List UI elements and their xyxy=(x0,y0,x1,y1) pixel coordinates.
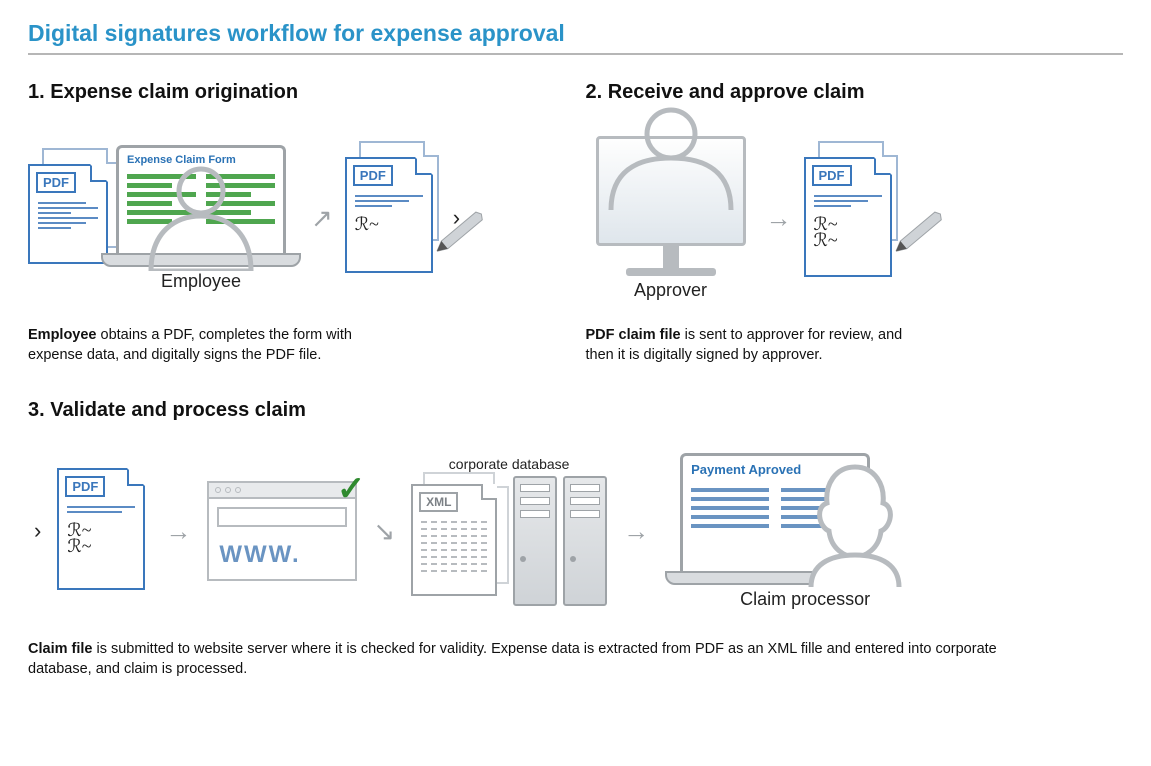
signature-icon: ℛ~ xyxy=(806,232,890,248)
page-title: Digital signatures workflow for expense … xyxy=(28,20,1123,55)
claim-processor-cluster: Payment Aproved Claim processor xyxy=(665,453,885,610)
pdf-signed-icon: PDF ℛ~ xyxy=(343,153,443,283)
chevron-right-icon: › xyxy=(28,518,47,544)
laptop-icon: Expense Claim Form xyxy=(101,145,301,267)
step1-heading: 1. Expense claim origination xyxy=(28,81,566,104)
signature-icon: ℛ~ xyxy=(347,216,431,232)
form-title: Expense Claim Form xyxy=(127,154,275,166)
pdf-badge: PDF xyxy=(65,476,105,497)
checkmark-icon: ✓ xyxy=(337,469,366,509)
pdf-signed-icon: PDF ℛ~ ℛ~ xyxy=(802,153,902,283)
step2-illustration: Approver → PDF ℛ~ ℛ~ xyxy=(586,118,1124,318)
pdf-badge: PDF xyxy=(812,165,852,186)
step3-row: 3. Validate and process claim › PDF ℛ~ ℛ… xyxy=(28,399,1123,679)
pdf-double-signed-icon: PDF ℛ~ ℛ~ xyxy=(57,468,149,594)
xml-doc-icon: XML xyxy=(411,480,507,606)
monitor-icon xyxy=(586,136,756,276)
arrow-icon: ↘ xyxy=(367,516,401,547)
step1-role-label: Employee xyxy=(161,271,241,292)
servers-icon xyxy=(513,476,607,606)
browser-window-icon: WWW. ✓ xyxy=(207,481,357,581)
xml-badge: XML xyxy=(419,492,458,512)
step1-description: Employee obtains a PDF, completes the fo… xyxy=(28,326,368,365)
arrow-icon: → xyxy=(617,516,655,547)
pdf-badge: PDF xyxy=(36,172,76,193)
step3-heading: 3. Validate and process claim xyxy=(28,399,1123,422)
step1-illustration: PDF Expense Claim Form xyxy=(28,118,566,318)
arrow-icon: ↗ xyxy=(305,203,339,234)
database-cluster: corporate database XML xyxy=(411,456,607,606)
person-silhouette-icon xyxy=(586,100,756,210)
laptop-icon: Payment Aproved xyxy=(665,453,885,585)
row-steps-1-2: 1. Expense claim origination PDF xyxy=(28,81,1123,365)
signature-icon: ℛ~ xyxy=(59,538,143,554)
database-label: corporate database xyxy=(449,456,570,472)
person-silhouette-icon xyxy=(795,457,915,587)
arrow-icon: → xyxy=(159,516,197,547)
step3-role-label: Claim processor xyxy=(740,589,870,610)
step2-column: 2. Receive and approve claim Approver → xyxy=(586,81,1124,365)
www-label: WWW. xyxy=(209,535,355,575)
step3-description: Claim file is submitted to website serve… xyxy=(28,640,1028,679)
step2-role-label: Approver xyxy=(634,280,707,301)
employee-cluster: Expense Claim Form Employee xyxy=(101,145,301,292)
pen-icon xyxy=(891,210,939,252)
approver-cluster: Approver xyxy=(586,136,756,301)
step2-description: PDF claim file is sent to approver for r… xyxy=(586,326,926,365)
step1-column: 1. Expense claim origination PDF xyxy=(28,81,566,365)
arrow-icon: → xyxy=(760,203,798,234)
step3-illustration: › PDF ℛ~ ℛ~ → WWW. ✓ ↘ corporate databas… xyxy=(28,436,1123,626)
pdf-badge: PDF xyxy=(353,165,393,186)
